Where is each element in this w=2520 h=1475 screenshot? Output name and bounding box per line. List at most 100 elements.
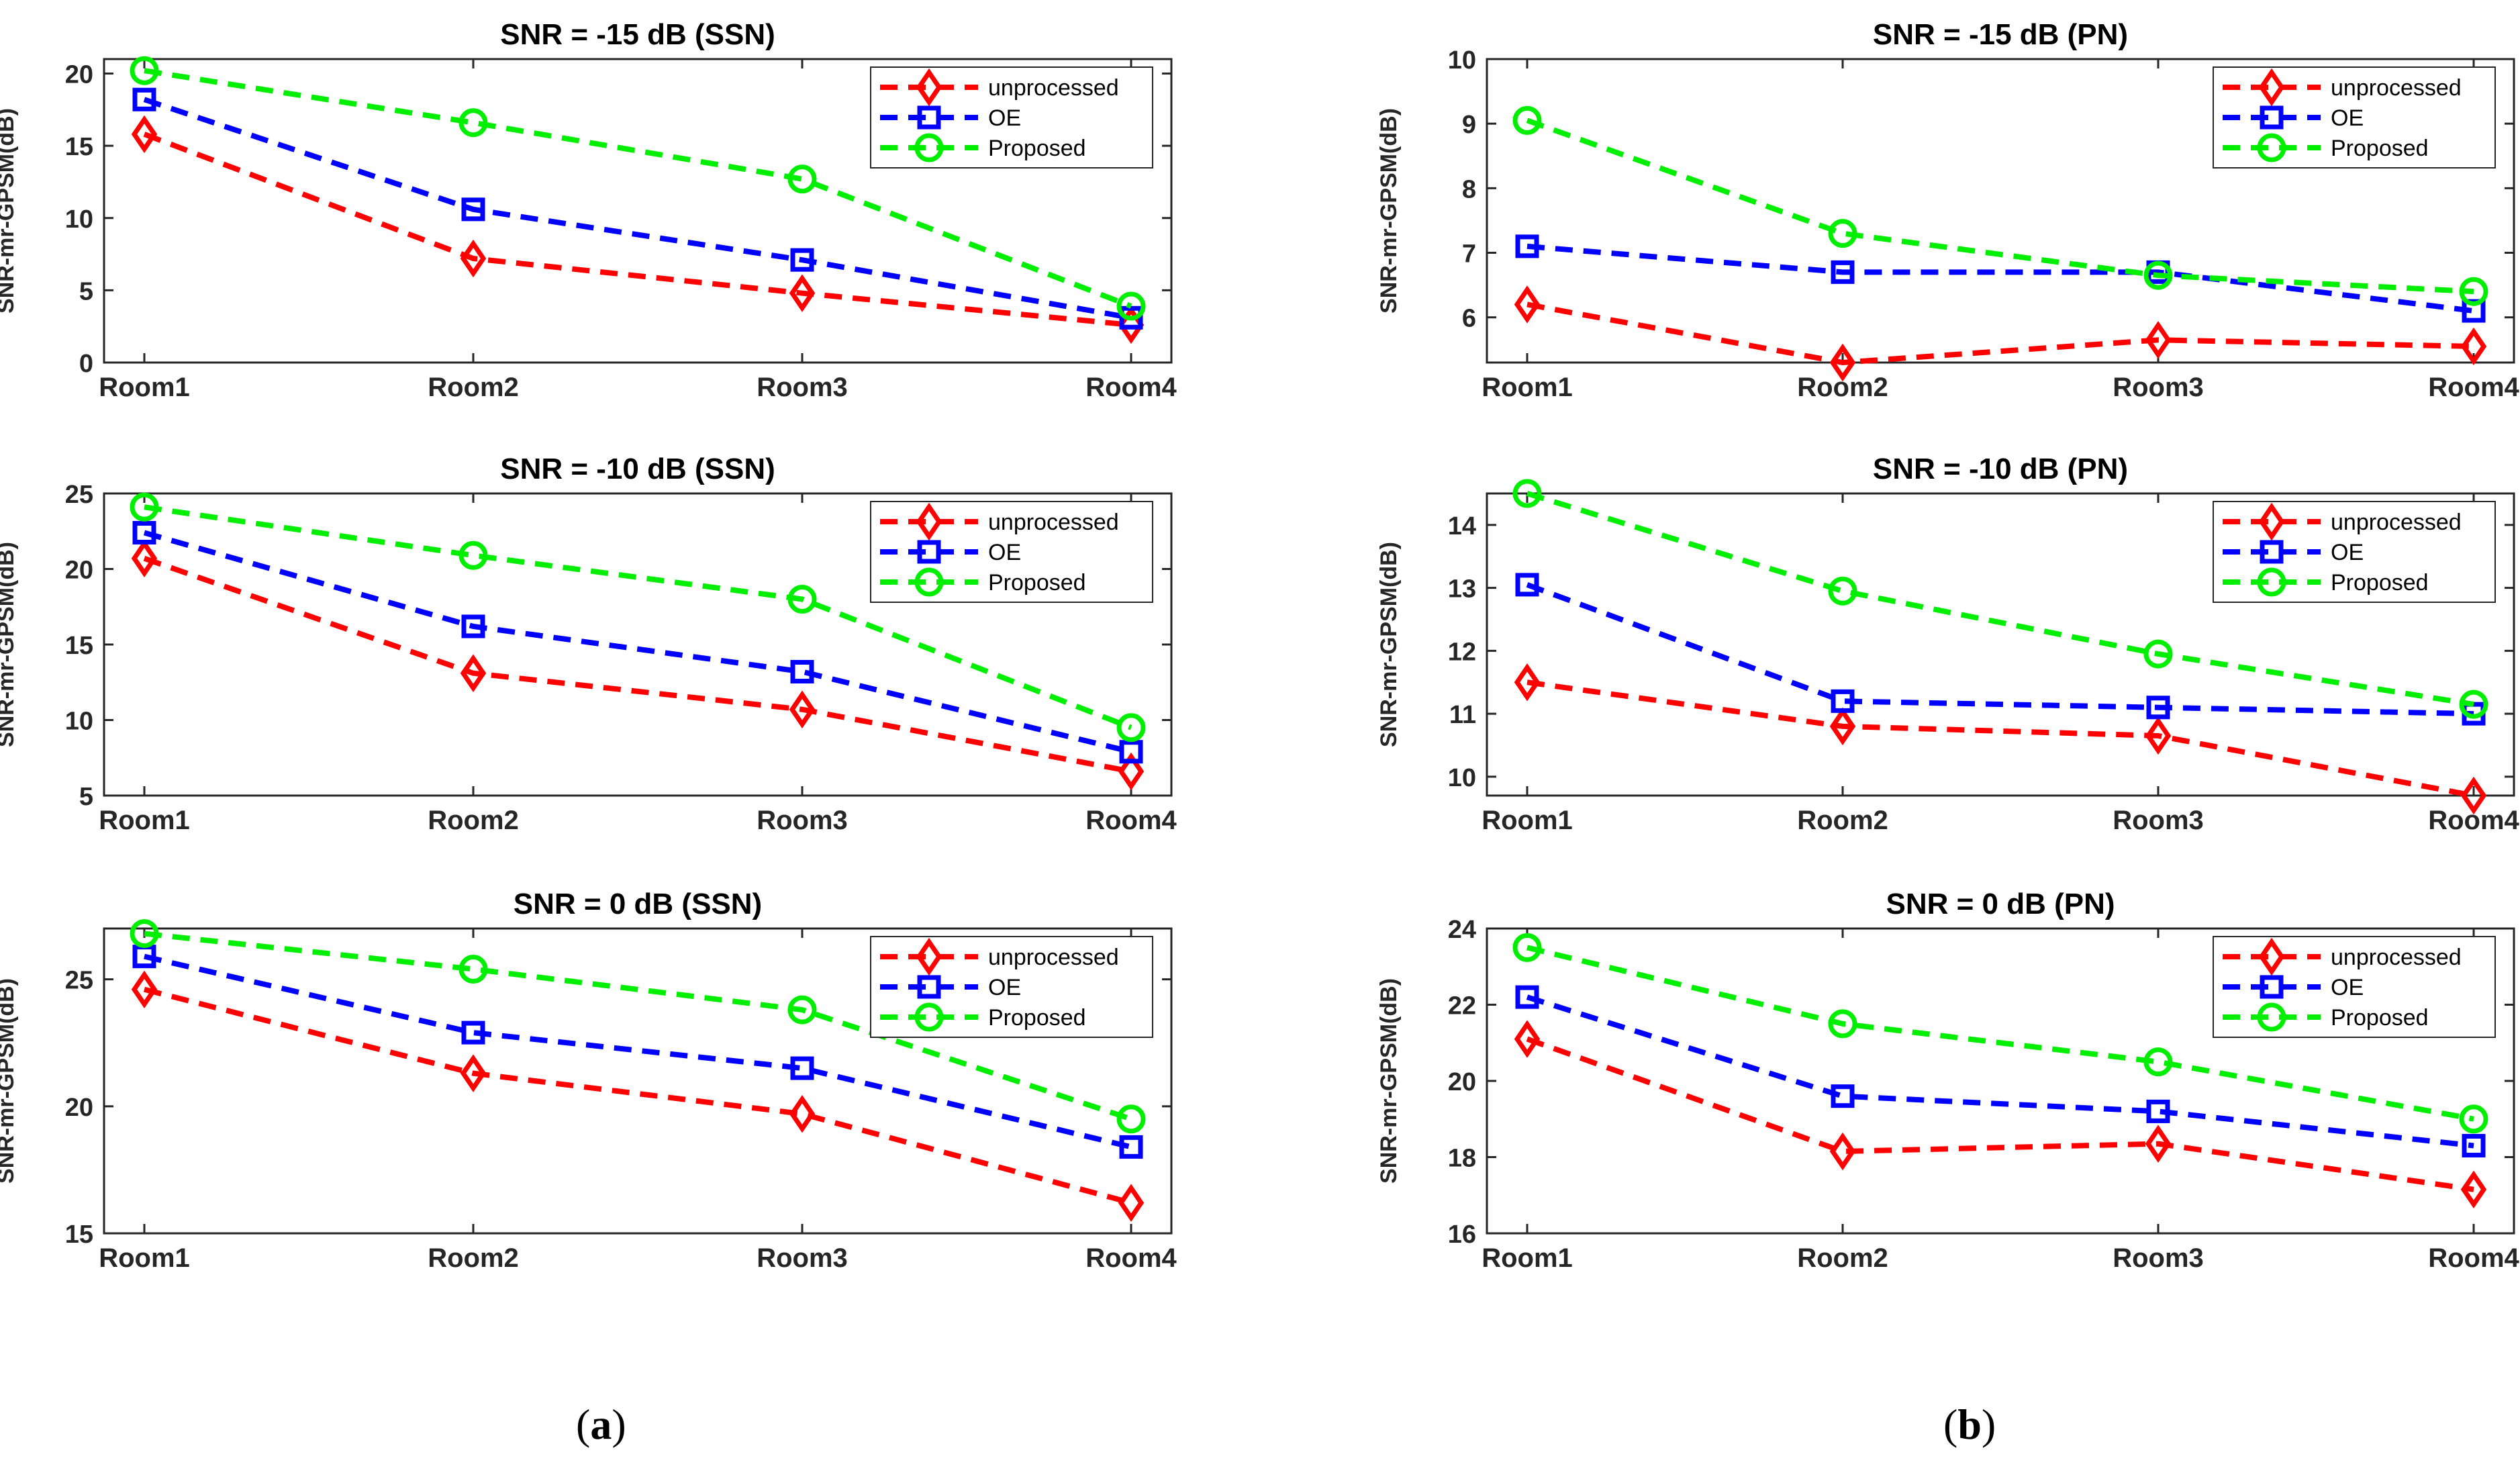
data-point [130,492,159,522]
data-point [2459,277,2488,306]
data-point [1116,1104,1146,1134]
data-point [1514,1020,1541,1058]
data-point [790,248,814,272]
x-tick-label: Room3 [2113,373,2204,402]
series-proposed [130,492,1146,743]
series-proposed [130,919,1146,1134]
series-proposed [1512,105,2488,306]
data-point [130,919,159,949]
data-point [460,654,487,692]
series-oe [132,87,1143,330]
y-tick-label: 12 [1448,638,1476,666]
series-proposed [130,56,1146,321]
data-point [461,197,485,222]
data-point [2459,1104,2488,1134]
legend-marker [2260,540,2284,564]
legend-marker [2258,502,2285,541]
data-point [789,274,816,312]
x-tick-label: Room2 [428,373,519,402]
x-tick-label: Room4 [1085,1243,1177,1273]
caption-a: (a) [576,1400,626,1448]
data-point [1512,105,1542,135]
series-line [143,555,1132,774]
data-point [458,955,488,984]
data-point [1515,985,1539,1009]
data-point [131,970,158,1009]
series-line [1526,491,2474,708]
data-point [1116,713,1146,743]
y-tick-label: 15 [65,133,93,161]
data-point [2460,327,2487,366]
data-point [1831,1084,1855,1108]
legend-marker [916,68,942,107]
data-point [2146,696,2170,720]
series-line [1526,994,2474,1149]
chart-6: SNR = 0 dB (PN) SNR-mr-GPSM(dB) 16 18 20 22 24… [1376,888,2520,1273]
legend-label: OE [2331,540,2364,565]
legend-label: unprocessed [2331,75,2462,101]
data-point [1116,291,1146,321]
legend-marker [2258,68,2285,107]
x-tick-label: Room1 [99,806,190,835]
x-tick-label: Room1 [1482,373,1573,402]
legend-marker [2258,937,2285,976]
series-unprocessed [1514,1020,2487,1208]
x-tick-label: Room4 [1085,806,1177,835]
y-tick-label: 10 [65,708,93,736]
data-point [1119,740,1143,764]
data-point [1515,573,1539,597]
series-oe [132,521,1143,764]
series-line [143,530,1132,755]
data-point [2460,1170,2487,1208]
data-point [1514,285,1541,324]
legend-marker [2257,133,2286,162]
chart-title: SNR = 0 dB (SSN) [514,888,762,920]
data-point [1119,305,1143,330]
y-tick-label: 14 [1448,512,1476,540]
data-point [1831,689,1855,713]
data-point [1118,305,1145,344]
series-oe [1515,985,2486,1157]
data-point [1828,1009,1857,1039]
x-tick-label: Room2 [428,806,519,835]
data-point [2145,321,2172,359]
data-point [787,995,817,1025]
data-point [1828,576,1857,606]
data-point [458,540,488,570]
legend-label: OE [988,540,1021,565]
legend-marker [916,502,942,541]
chart-title: SNR = 0 dB (PN) [1886,888,2115,920]
y-axis-label: SNR-mr-GPSM(dB) [0,978,19,1184]
legend-label: Proposed [988,136,1086,161]
legend-marker [2257,1002,2286,1032]
legend-label: unprocessed [988,75,1119,101]
data-point [131,539,158,577]
series-line [143,97,1132,321]
chart-title: SNR = -15 dB (PN) [1873,18,2128,51]
y-tick-label: 8 [1462,175,1476,203]
data-point [2143,1047,2173,1077]
legend: unprocessed OE Proposed [2213,936,2496,1038]
data-point [132,87,156,111]
data-point [787,585,817,614]
x-tick-label: Room1 [1482,1243,1573,1273]
legend-marker [2257,567,2286,597]
data-point [1515,234,1539,258]
y-tick-label: 10 [1448,764,1476,792]
x-tick-label: Room2 [1797,806,1888,835]
series-oe [132,945,1143,1159]
y-tick-label: 18 [1448,1145,1476,1173]
data-point [2145,1125,2172,1163]
data-point [1829,707,1856,746]
series-unprocessed [1514,285,2487,382]
chart-title: SNR = -10 dB (PN) [1873,453,2128,485]
legend: unprocessed OE Proposed [870,501,1153,603]
legend-label: OE [2331,975,2364,1000]
series-line [1526,117,2474,295]
y-tick-label: 25 [65,967,93,995]
data-point [1829,343,1856,382]
y-tick-label: 22 [1448,992,1476,1020]
data-point [461,614,485,638]
series-unprocessed [131,115,1145,344]
